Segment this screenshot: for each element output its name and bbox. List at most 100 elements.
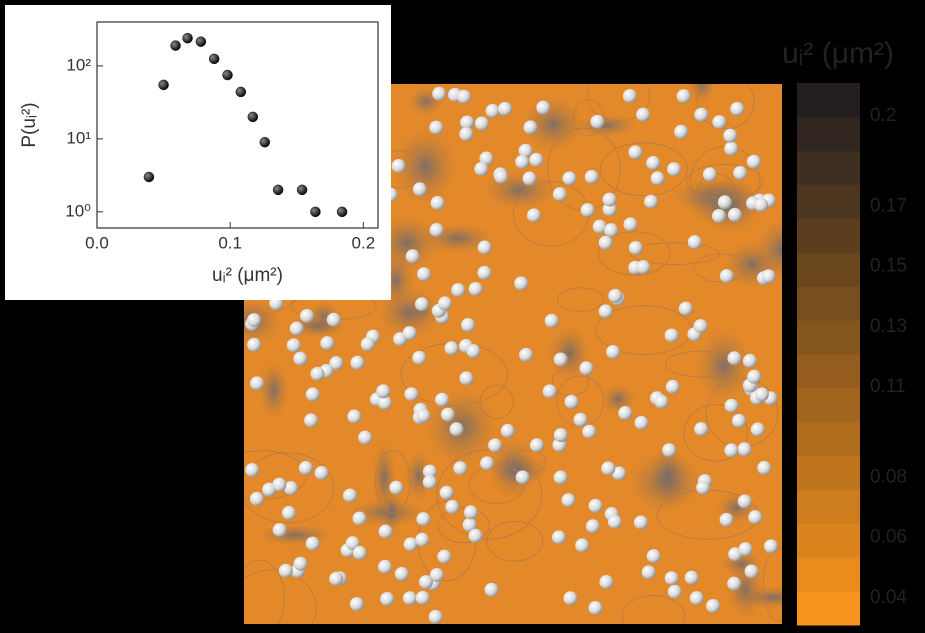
particle xyxy=(306,387,320,401)
color-band xyxy=(797,422,860,456)
particle xyxy=(431,196,445,210)
particle xyxy=(353,546,367,560)
particle xyxy=(618,406,632,420)
particle xyxy=(530,438,544,452)
particle xyxy=(603,193,617,207)
data-point xyxy=(183,33,193,43)
color-band xyxy=(797,388,860,422)
particle xyxy=(395,567,409,581)
particle xyxy=(529,153,543,167)
particle xyxy=(665,571,679,585)
particle xyxy=(415,533,429,547)
y-tick-label: 10⁰ xyxy=(65,201,91,220)
particle xyxy=(666,380,680,394)
particle xyxy=(392,159,406,173)
particle xyxy=(523,172,537,186)
color-band xyxy=(797,117,860,151)
particle xyxy=(728,208,742,222)
particle xyxy=(634,416,648,430)
particle xyxy=(764,539,778,553)
color-band xyxy=(797,320,860,354)
data-point xyxy=(159,80,169,90)
particle xyxy=(435,393,449,407)
particle xyxy=(703,167,717,181)
particle xyxy=(589,499,603,513)
particle xyxy=(432,87,446,101)
particle xyxy=(553,187,567,201)
particle xyxy=(451,283,465,297)
particle xyxy=(628,145,642,159)
particle xyxy=(757,461,771,475)
particle xyxy=(403,591,417,605)
particle xyxy=(247,338,261,352)
particle xyxy=(629,241,643,255)
particle xyxy=(419,575,433,589)
particle xyxy=(739,542,753,556)
contour-blob xyxy=(695,328,752,404)
particle xyxy=(724,443,738,457)
data-point xyxy=(260,137,270,147)
particle xyxy=(379,524,393,538)
particle xyxy=(441,408,455,422)
particle xyxy=(247,313,261,327)
particle xyxy=(404,387,418,401)
particle xyxy=(694,108,708,122)
particle xyxy=(586,519,600,533)
particle xyxy=(723,129,737,143)
particle xyxy=(461,318,475,332)
color-band xyxy=(797,252,860,286)
particle xyxy=(730,102,744,116)
contour-blob xyxy=(576,114,638,137)
particle xyxy=(486,104,500,118)
particle xyxy=(477,266,491,280)
particle xyxy=(469,282,483,296)
particle xyxy=(745,564,759,578)
particle xyxy=(413,182,427,196)
particle xyxy=(329,356,343,370)
color-band xyxy=(797,523,860,557)
colorbar-tick-label: 0.17 xyxy=(870,195,907,216)
color-band xyxy=(797,219,860,253)
particle xyxy=(440,486,454,500)
particle xyxy=(743,354,757,368)
particle xyxy=(445,341,459,355)
particle xyxy=(438,296,452,310)
particle xyxy=(712,209,726,223)
particle xyxy=(599,575,613,589)
data-point xyxy=(144,172,154,182)
y-axis-label: P(uᵢ²) xyxy=(19,102,40,147)
data-point xyxy=(248,112,258,122)
particle xyxy=(423,475,437,489)
particle xyxy=(464,505,478,519)
particle xyxy=(320,336,334,350)
particle xyxy=(293,352,307,366)
particle xyxy=(466,344,480,358)
particle xyxy=(299,461,313,475)
particle xyxy=(536,101,550,115)
color-band xyxy=(797,83,860,117)
particle xyxy=(561,493,575,507)
particle xyxy=(287,338,301,352)
particle xyxy=(748,510,762,524)
particle xyxy=(480,456,494,470)
particle xyxy=(601,461,615,475)
particle xyxy=(604,223,618,237)
particle xyxy=(624,217,638,231)
particle xyxy=(515,155,529,169)
colorbar-tick-label: 0.13 xyxy=(870,316,907,337)
particle xyxy=(417,267,431,281)
particle xyxy=(688,235,702,249)
particle xyxy=(527,208,541,222)
color-band xyxy=(797,151,860,185)
particle xyxy=(329,572,343,586)
particle xyxy=(519,348,533,362)
particle xyxy=(581,203,595,217)
particle xyxy=(562,171,576,185)
particle xyxy=(498,102,512,116)
particle xyxy=(350,597,364,611)
particle xyxy=(732,414,746,428)
x-tick-label: 0.0 xyxy=(85,233,109,252)
particle xyxy=(376,384,390,398)
particle xyxy=(469,529,483,543)
color-band xyxy=(797,456,860,490)
